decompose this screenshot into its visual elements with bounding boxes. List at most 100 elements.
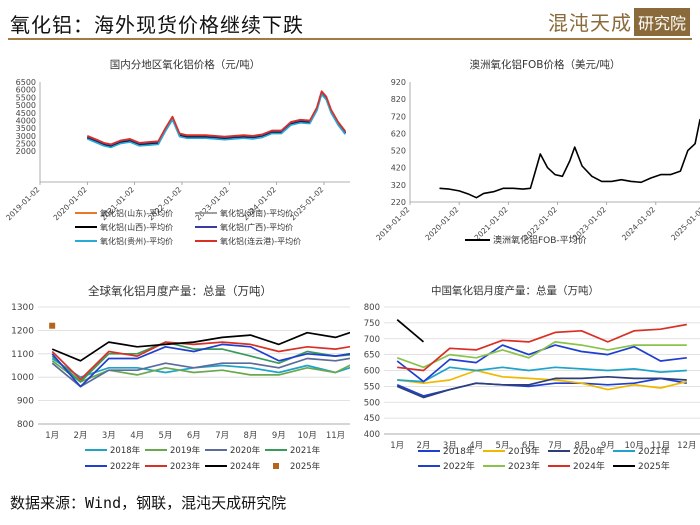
y-tick-label: 700 <box>364 335 380 345</box>
y-tick-label: 620 <box>391 129 406 138</box>
x-tick-label: 2019-01-02 <box>4 185 41 222</box>
series-line-2024年 <box>397 323 687 372</box>
y-tick-label: 320 <box>391 181 406 190</box>
legend-label: 氧化铝(连云港)-平均价 <box>220 236 301 246</box>
y-tick-label: 750 <box>364 319 380 329</box>
y-tick-label: 1200 <box>11 326 34 336</box>
y-tick-label: 1000 <box>11 373 34 383</box>
x-tick-label: 2025-01-02 <box>669 205 700 242</box>
page-title: 氧化铝：海外现货价格继续下跌 <box>10 13 304 37</box>
china-production-chart: 400 450 500 550 600 650 700 750 800 1月 2月 3月 4月 5月 6月 7… <box>364 303 700 472</box>
legend-label: 2021年 <box>290 445 321 456</box>
legend-label: 澳洲氧化铝FOB-平均价 <box>493 234 587 246</box>
x-tick-label: 2020-01-02 <box>52 185 89 222</box>
x-tick-label: 2月 <box>74 431 88 441</box>
y-tick-label: 820 <box>391 95 406 104</box>
legend-label: 2022年 <box>110 461 141 472</box>
legend-label: 氧化铝(河南)-平均价 <box>220 208 293 218</box>
x-tick-label: 10月 <box>625 441 644 451</box>
legend-label: 2018年 <box>443 445 475 457</box>
global-production-chart: 800 900 1000 1100 1200 1300 1月 2月 3月 4月 5月 6月 7月 8月 9月… <box>11 303 350 472</box>
x-tick-label: 5月 <box>496 441 510 451</box>
x-tick-label: 11月 <box>651 441 670 451</box>
y-tick-label: 520 <box>391 147 406 156</box>
x-tick-label: 12月 <box>677 441 696 451</box>
x-tick-label: 4月 <box>130 431 144 441</box>
series-marker-2025年 <box>49 322 56 329</box>
y-tick-label: 920 <box>391 78 406 87</box>
x-tick-label: 1月 <box>45 431 59 441</box>
y-tick-label: 1100 <box>11 350 34 360</box>
series-line-氧化铝(连云港)-平均价 <box>86 90 346 146</box>
y-tick-label: 3500 <box>16 124 36 133</box>
y-tick-label: 550 <box>364 382 380 392</box>
legend-label: 2023年 <box>508 460 540 472</box>
x-tick-label: 2020-01-02 <box>423 205 460 242</box>
x-tick-label: 8月 <box>575 441 589 451</box>
y-tick-label: 900 <box>17 397 34 407</box>
y-tick-label: 650 <box>364 351 380 361</box>
legend-label: 2025年 <box>290 461 321 472</box>
logo-box: 研究院 <box>633 7 690 36</box>
y-tick-label: 6500 <box>16 78 36 87</box>
legend-label: 2024年 <box>230 461 261 472</box>
legend-label: 2021年 <box>638 445 670 457</box>
x-tick-label: 9月 <box>601 441 615 451</box>
legend-label: 2024年 <box>573 460 605 472</box>
domestic-price-chart: 2000250030003500400045005000550060006500… <box>4 78 350 246</box>
global-chart-title: 全球氧化铝月度产量：总量（万吨） <box>88 284 272 298</box>
x-tick-label: 5月 <box>159 431 173 441</box>
x-tick-label: 4月 <box>469 441 483 451</box>
title-divider <box>8 38 692 40</box>
x-tick-label: 2025-01-02 <box>288 185 325 222</box>
series-line-2024年 <box>51 331 350 362</box>
legend-label: 2025年 <box>638 460 670 472</box>
y-tick-label: 420 <box>391 164 406 173</box>
legend-label: 2018年 <box>110 445 141 456</box>
x-tick-label: 6月 <box>187 431 201 441</box>
y-tick-label: 400 <box>364 430 380 440</box>
series-line-2021年 <box>51 341 350 383</box>
x-tick-label: 1月 <box>390 441 404 451</box>
y-tick-label: 2500 <box>16 140 36 149</box>
x-tick-label: 9月 <box>272 431 286 441</box>
legend-label: 氧化铝(山东)-平均价 <box>100 208 173 218</box>
x-tick-label: 3月 <box>443 441 457 451</box>
y-tick-label: 4000 <box>16 116 36 125</box>
series-line-2019年 <box>397 369 688 391</box>
x-tick-label: 2月 <box>417 441 431 451</box>
legend-label: 2020年 <box>230 445 261 456</box>
series-line-2021年 <box>397 366 687 383</box>
y-tick-label: 800 <box>364 303 380 313</box>
x-tick-label: 3月 <box>102 431 116 441</box>
legend-label: 2019年 <box>508 445 540 457</box>
china-chart-title: 中国氧化铝月度产量：总量（万吨） <box>431 285 599 297</box>
series-line-澳洲氧化铝FOB-平均价 <box>439 118 700 199</box>
x-tick-label: 7月 <box>548 441 562 451</box>
y-tick-label: 1300 <box>11 303 34 313</box>
legend-label: 2020年 <box>573 445 605 457</box>
legend-label: 氧化铝(贵州)-平均价 <box>100 236 173 246</box>
x-tick-label: 2024-01-02 <box>620 205 657 242</box>
legend-label: 氧化铝(广西)-平均价 <box>220 222 293 232</box>
series-line-氧化铝(贵州)-平均价 <box>86 93 346 149</box>
y-tick-label: 4500 <box>16 109 36 118</box>
fob-price-chart: 220 320 420 520 620 720 820 920 2019-01-02 2020-0… <box>374 78 700 246</box>
y-tick-label: 450 <box>364 414 380 424</box>
x-tick-label: 2019-01-02 <box>374 205 411 242</box>
y-tick-label: 220 <box>391 198 406 207</box>
x-tick-label: 10月 <box>298 431 317 441</box>
logo-text: 混沌天成 <box>547 11 632 35</box>
data-source-note: 数据来源：Wind，钢联，混沌天成研究院 <box>10 494 287 512</box>
brand-logo: 混沌天成 研究院 <box>548 7 690 36</box>
legend-label: 2023年 <box>170 461 201 472</box>
x-tick-label: 8月 <box>244 431 258 441</box>
y-tick-label: 5500 <box>16 93 36 102</box>
series-line-2018年 <box>51 357 350 379</box>
legend-label: 2019年 <box>170 445 201 456</box>
legend-label: 氧化铝(山西)-平均价 <box>100 222 173 232</box>
x-tick-label: 11月 <box>326 431 345 441</box>
y-tick-label: 3000 <box>16 132 36 141</box>
y-tick-label: 800 <box>17 420 34 430</box>
legend-swatch <box>273 463 279 469</box>
